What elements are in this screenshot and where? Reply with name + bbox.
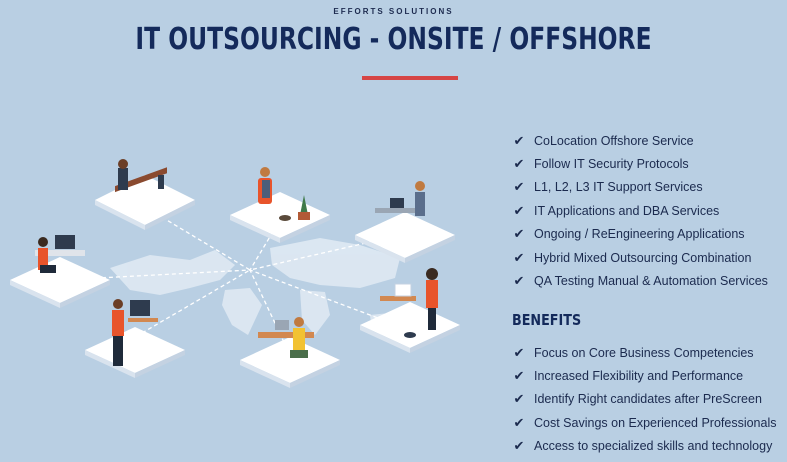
list-item: ✔ QA Testing Manual & Automation Services — [512, 269, 768, 292]
service-label: Hybrid Mixed Outsourcing Combination — [534, 250, 752, 265]
office-presenter-desk — [360, 268, 460, 353]
service-label: L1, L2, L3 IT Support Services — [534, 180, 703, 195]
checkmark-icon: ✔ — [513, 132, 525, 148]
checkmark-icon: ✔ — [513, 438, 525, 454]
outsourcing-illustration — [10, 159, 460, 388]
office-manager-desk — [95, 159, 195, 230]
list-item: ✔ Hybrid Mixed Outsourcing Combination — [512, 246, 768, 269]
service-label: Ongoing / ReEngineering Applications — [534, 227, 745, 242]
benefit-label: Focus on Core Business Competencies — [534, 345, 754, 360]
checkmark-icon: ✔ — [513, 202, 525, 218]
list-item: ✔ Access to specialized skills and techno… — [512, 435, 777, 458]
list-item: ✔ IT Applications and DBA Services — [512, 199, 768, 222]
service-label: QA Testing Manual & Automation Services — [534, 274, 768, 289]
company-kicker: EFFORTS SOLUTIONS — [333, 7, 454, 16]
benefit-label: Increased Flexibility and Performance — [534, 369, 744, 384]
list-item: ✔ Increased Flexibility and Performance — [512, 364, 777, 387]
benefits-heading: BENEFITS — [512, 311, 582, 329]
office-standing-desk — [85, 299, 185, 378]
list-item: ✔ Follow IT Security Protocols — [512, 152, 768, 175]
checkmark-icon: ✔ — [513, 179, 525, 195]
office-lounge-chair — [230, 167, 330, 243]
checkmark-icon: ✔ — [513, 273, 525, 289]
list-item: ✔ Cost Savings on Experienced Professiona… — [512, 411, 777, 434]
checkmark-icon: ✔ — [513, 368, 525, 384]
benefit-label: Access to specialized skills and technol… — [534, 439, 773, 454]
list-item: ✔ Focus on Core Business Competencies — [512, 341, 777, 364]
checkmark-icon: ✔ — [513, 391, 525, 407]
office-developer-desk — [355, 181, 455, 263]
benefit-label: Identify Right candidates after PreScree… — [534, 392, 762, 407]
service-label: CoLocation Offshore Service — [534, 133, 694, 148]
checkmark-icon: ✔ — [513, 156, 525, 172]
page-title: IT OUTSOURCING - ONSITE / OFFSHORE — [135, 22, 652, 57]
list-item: ✔ CoLocation Offshore Service — [512, 129, 768, 152]
checkmark-icon: ✔ — [513, 344, 525, 360]
list-item: ✔ L1, L2, L3 IT Support Services — [512, 176, 768, 199]
checkmark-icon: ✔ — [513, 249, 525, 265]
benefit-label: Cost Savings on Experienced Professional… — [534, 415, 777, 430]
list-item: ✔ Ongoing / ReEngineering Applications — [512, 223, 768, 246]
list-item: ✔ Identify Right candidates after PreScre… — [512, 388, 777, 411]
office-analyst-desk — [240, 317, 340, 388]
benefits-list: ✔ Focus on Core Business Competencies ✔ In… — [512, 341, 777, 458]
title-underline — [362, 76, 458, 80]
services-list: ✔ CoLocation Offshore Service ✔ Follow IT … — [512, 129, 768, 293]
checkmark-icon: ✔ — [513, 414, 525, 430]
service-label: Follow IT Security Protocols — [534, 157, 689, 172]
checkmark-icon: ✔ — [513, 226, 525, 242]
office-support-desk — [10, 235, 110, 308]
service-label: IT Applications and DBA Services — [534, 203, 720, 218]
